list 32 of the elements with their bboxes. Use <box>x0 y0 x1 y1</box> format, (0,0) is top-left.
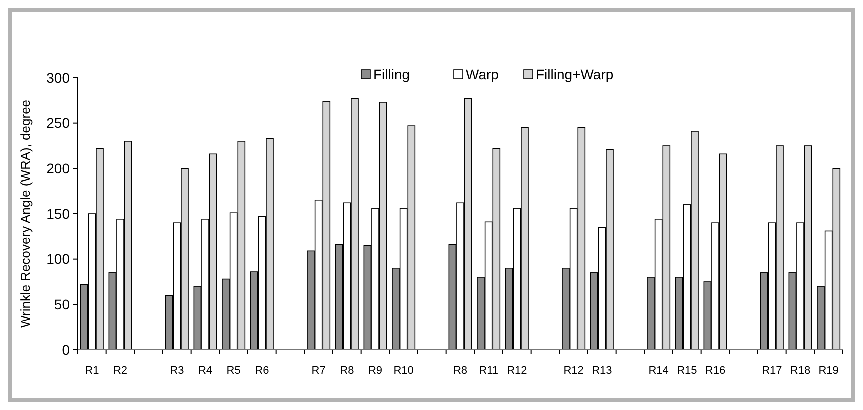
legend-label: Filling+Warp <box>536 66 614 82</box>
x-tick-label: R6 <box>255 365 270 377</box>
x-tick-label: R12 <box>507 365 528 377</box>
x-tick-label: R3 <box>170 365 184 377</box>
x-tick-label: R18 <box>790 365 811 377</box>
y-tick-label: 50 <box>54 296 70 313</box>
x-tick-label: R9 <box>368 365 383 377</box>
y-tick-label: 0 <box>62 342 70 358</box>
x-tick-label: R8 <box>453 365 468 377</box>
x-tick-label: R8 <box>340 365 354 377</box>
y-tick-label: 250 <box>46 115 70 132</box>
y-axis-title: Wrinkle Recovery Angle (WRA), degree <box>18 100 33 328</box>
x-tick-label: R15 <box>677 365 698 377</box>
legend-label: Filling <box>374 66 410 82</box>
x-tick-label: R7 <box>312 365 326 377</box>
x-tick-label: R1 <box>85 365 100 377</box>
legend-label: Warp <box>466 66 500 82</box>
x-tick-label: R14 <box>648 365 669 377</box>
x-tick-label: R12 <box>564 365 584 377</box>
x-tick-label: R17 <box>762 365 782 377</box>
x-tick-label: R4 <box>198 365 213 377</box>
x-tick-label: R16 <box>705 365 726 377</box>
x-tick-label: R2 <box>113 365 128 377</box>
x-tick-label: R11 <box>479 365 499 377</box>
x-tick-label: R19 <box>818 365 839 377</box>
x-tick-label: R10 <box>394 365 414 377</box>
x-tick-label: R5 <box>226 365 241 377</box>
y-tick-label: 150 <box>46 206 70 222</box>
y-tick-label: 200 <box>46 160 70 177</box>
x-tick-label: R13 <box>592 365 612 377</box>
y-tick-label: 300 <box>46 70 70 86</box>
y-tick-label: 100 <box>46 251 70 268</box>
